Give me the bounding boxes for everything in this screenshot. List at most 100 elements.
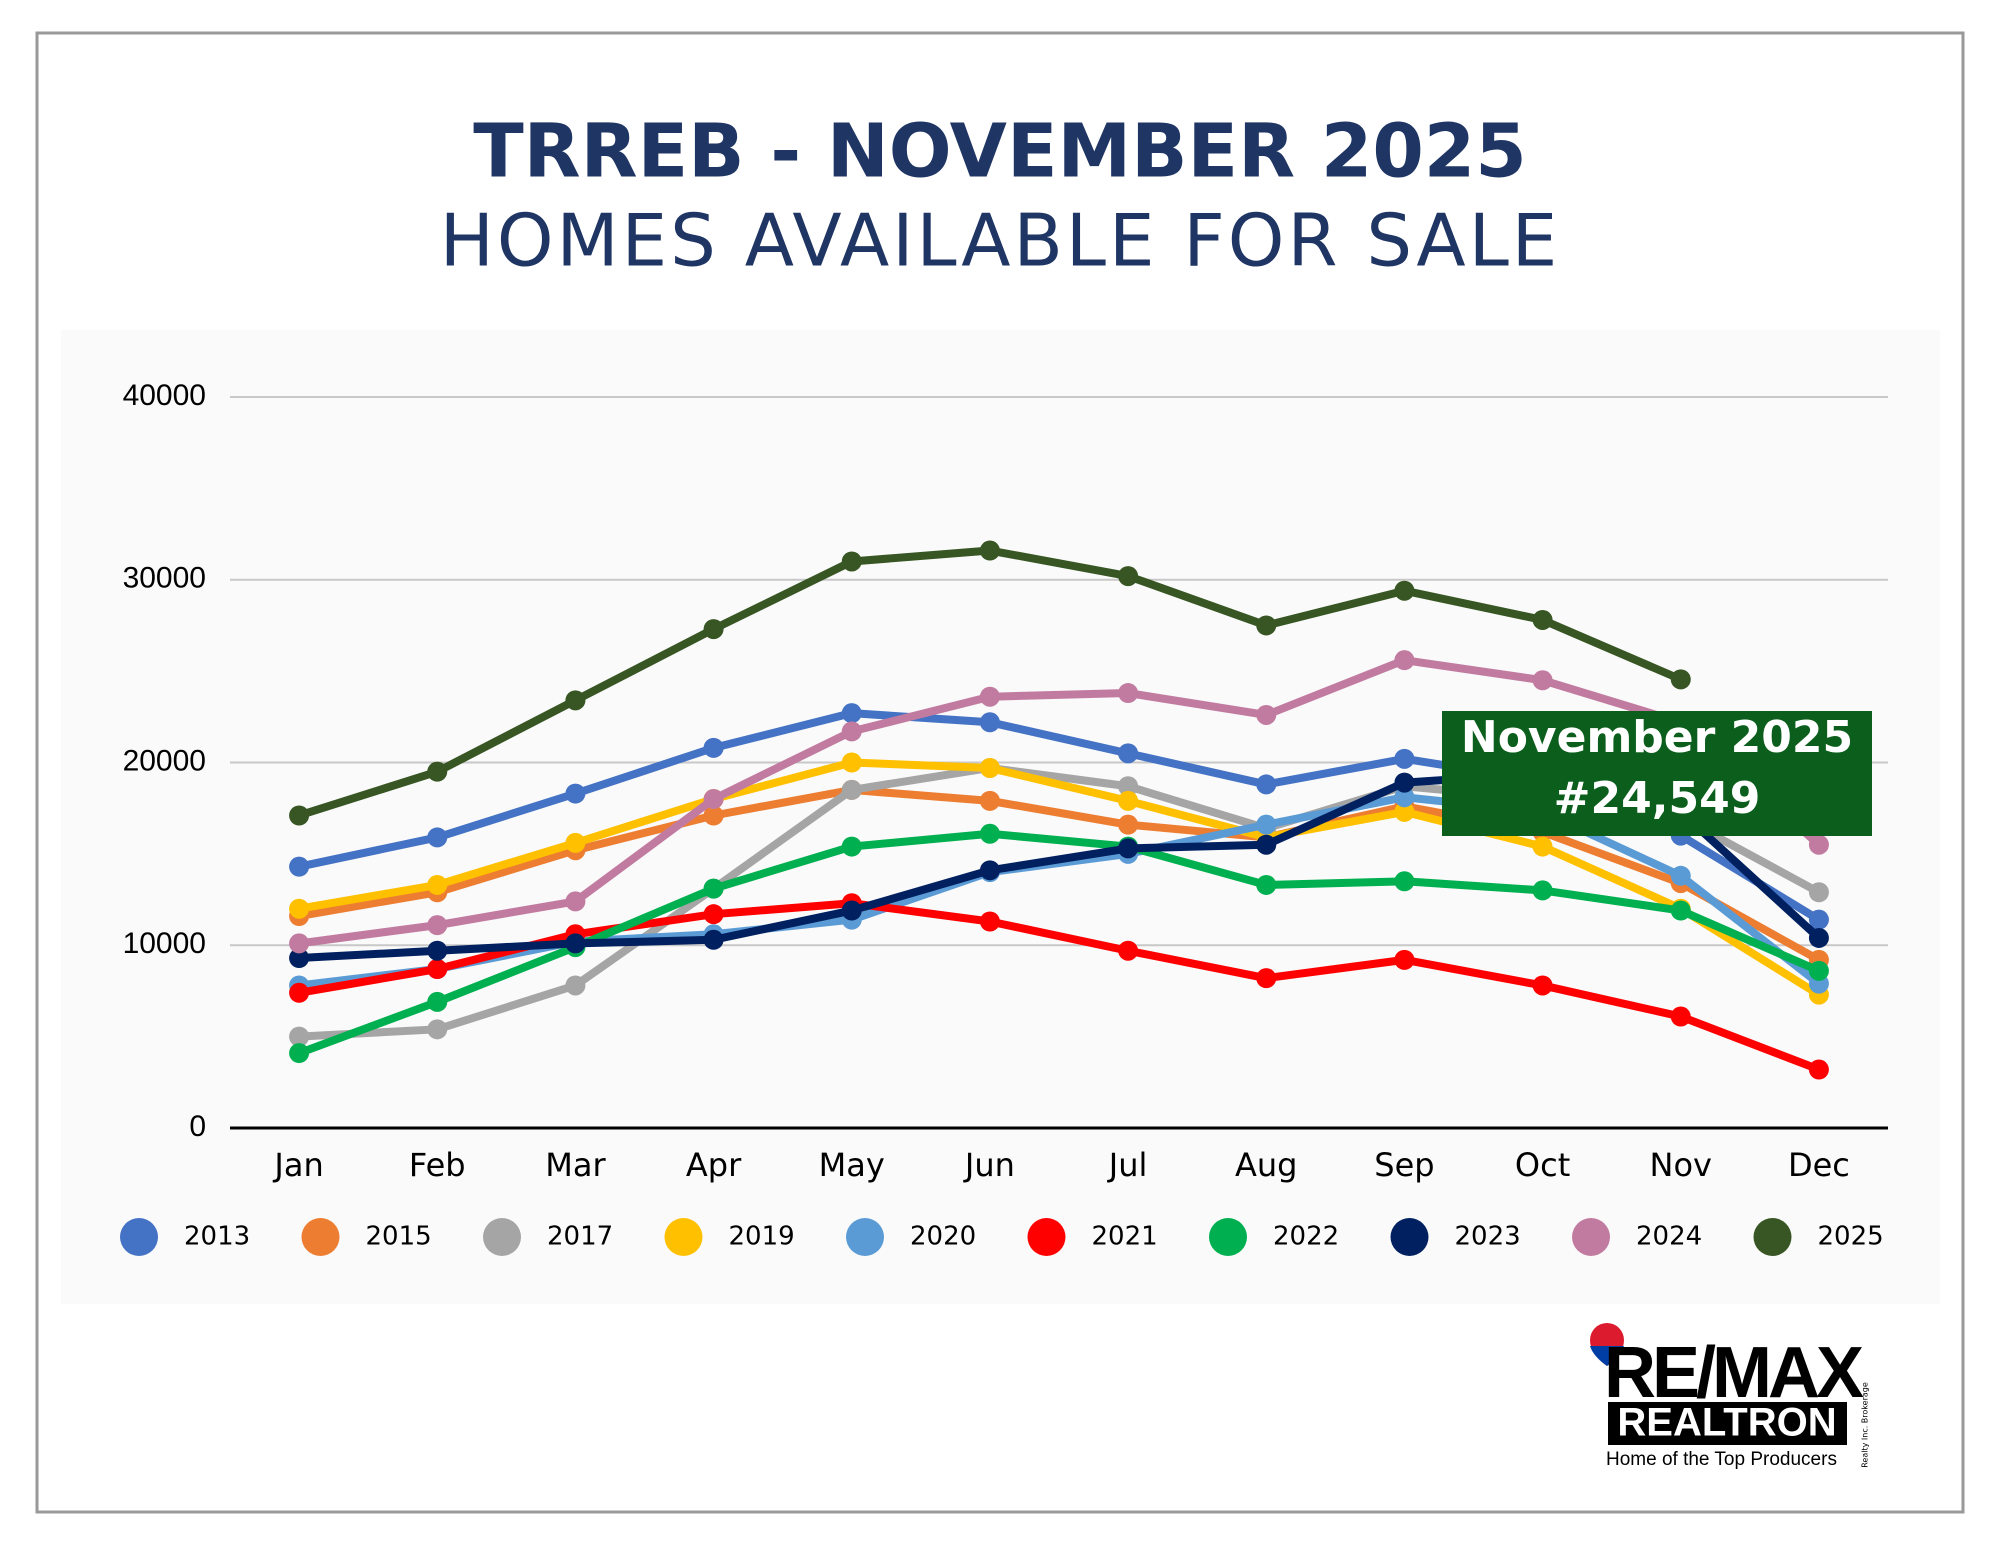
data-point	[979, 686, 1000, 707]
legend-marker	[301, 1218, 340, 1256]
logo-side: Realty Inc. Brokerage	[1861, 1382, 1870, 1468]
data-point	[1118, 776, 1139, 797]
x-tick-label: Nov	[1650, 1146, 1712, 1184]
chart-title: TRREB - NOVEMBER 2025	[473, 109, 1527, 195]
data-point	[1670, 1006, 1691, 1027]
legend-marker	[1027, 1218, 1066, 1256]
x-tick-label: Jun	[963, 1146, 1015, 1184]
data-point	[979, 757, 1000, 778]
data-point	[289, 1043, 310, 1064]
data-point	[427, 761, 448, 782]
data-point	[1394, 949, 1415, 970]
data-point	[1118, 838, 1139, 859]
data-point	[1256, 874, 1277, 895]
legend-marker	[1209, 1218, 1247, 1256]
legend-marker	[1572, 1218, 1610, 1256]
legend-label: 2015	[366, 1222, 432, 1252]
data-point	[1118, 940, 1139, 961]
y-tick-label: 0	[189, 1110, 206, 1143]
legend-label: 2019	[729, 1222, 795, 1252]
data-point	[289, 982, 310, 1003]
x-tick-label: Mar	[545, 1146, 606, 1184]
data-point	[703, 619, 724, 640]
data-point	[1808, 927, 1829, 948]
annotation-text: November 2025	[1461, 712, 1853, 763]
data-point	[565, 690, 586, 711]
x-tick-label: Apr	[686, 1146, 742, 1184]
data-point	[1394, 772, 1415, 793]
legend-label: 2024	[1636, 1222, 1702, 1252]
data-point	[427, 959, 448, 980]
logo-box	[1608, 1402, 1847, 1445]
data-point	[1394, 871, 1415, 892]
x-tick-label: Sep	[1374, 1146, 1434, 1184]
data-point	[1670, 900, 1691, 921]
annotation-box	[1442, 711, 1872, 836]
data-point	[1256, 615, 1277, 636]
data-point	[979, 540, 1000, 561]
series-line	[297, 829, 1821, 1057]
series-line	[298, 656, 1822, 948]
data-point	[1808, 1059, 1829, 1080]
data-point	[1808, 834, 1829, 855]
data-point	[1532, 609, 1553, 630]
data-point	[979, 823, 1000, 844]
y-tick-label: 20000	[123, 744, 206, 777]
annotation-text: #24,549	[1554, 773, 1761, 824]
data-point	[1256, 704, 1277, 725]
data-point	[703, 737, 724, 758]
logo-tagline: Home of the Top Producers	[1606, 1449, 1837, 1470]
data-point	[1808, 882, 1829, 903]
legend-label: 2021	[1092, 1222, 1158, 1252]
series-line	[298, 899, 1821, 1074]
x-tick-label: Jul	[1107, 1146, 1148, 1184]
data-point	[565, 891, 586, 912]
x-tick-label: Feb	[409, 1146, 466, 1184]
data-point	[427, 827, 448, 848]
data-point	[841, 900, 862, 921]
data-point	[289, 1026, 310, 1047]
logo: RE/MAX REALTRON Realty Inc. Brokerage Ho…	[1590, 1323, 1870, 1470]
legend-label: 2023	[1455, 1222, 1521, 1252]
data-point	[1394, 801, 1415, 822]
data-point	[841, 752, 862, 773]
logo-office: REALTRON	[1617, 1401, 1836, 1445]
legend-label: 2013	[184, 1222, 250, 1252]
data-point	[979, 860, 1000, 881]
x-tick-label: May	[819, 1146, 885, 1184]
data-point	[1394, 748, 1415, 769]
data-point	[703, 904, 724, 925]
data-point	[1670, 669, 1691, 690]
data-point	[1118, 814, 1139, 835]
data-point	[565, 832, 586, 853]
data-point	[1394, 650, 1415, 671]
data-point	[841, 721, 862, 742]
data-point	[841, 551, 862, 572]
data-point	[1256, 834, 1277, 855]
data-point	[703, 878, 724, 899]
data-point	[289, 898, 310, 919]
data-point	[1394, 787, 1415, 808]
logo-balloon-band	[1590, 1346, 1624, 1366]
data-point	[1808, 960, 1829, 981]
data-point	[979, 911, 1000, 932]
data-point	[1532, 836, 1553, 857]
data-point	[1256, 968, 1277, 989]
x-tick-label: Jan	[272, 1146, 323, 1184]
data-point	[1118, 566, 1139, 587]
y-tick-label: 10000	[123, 927, 206, 960]
data-point	[565, 975, 586, 996]
data-point	[979, 712, 1000, 733]
chart-subtitle: HOMES AVAILABLE FOR SALE	[440, 199, 1561, 283]
y-tick-label: 30000	[123, 562, 206, 595]
data-point	[427, 1019, 448, 1040]
legend-marker	[846, 1218, 884, 1256]
x-tick-label: Oct	[1515, 1146, 1570, 1184]
data-point	[841, 779, 862, 800]
data-point	[703, 929, 724, 950]
data-point	[1532, 670, 1553, 691]
y-tick-label: 40000	[123, 379, 206, 412]
legend-label: 2022	[1273, 1222, 1339, 1252]
legend-marker	[1390, 1218, 1429, 1256]
x-tick-label: Dec	[1788, 1146, 1850, 1184]
